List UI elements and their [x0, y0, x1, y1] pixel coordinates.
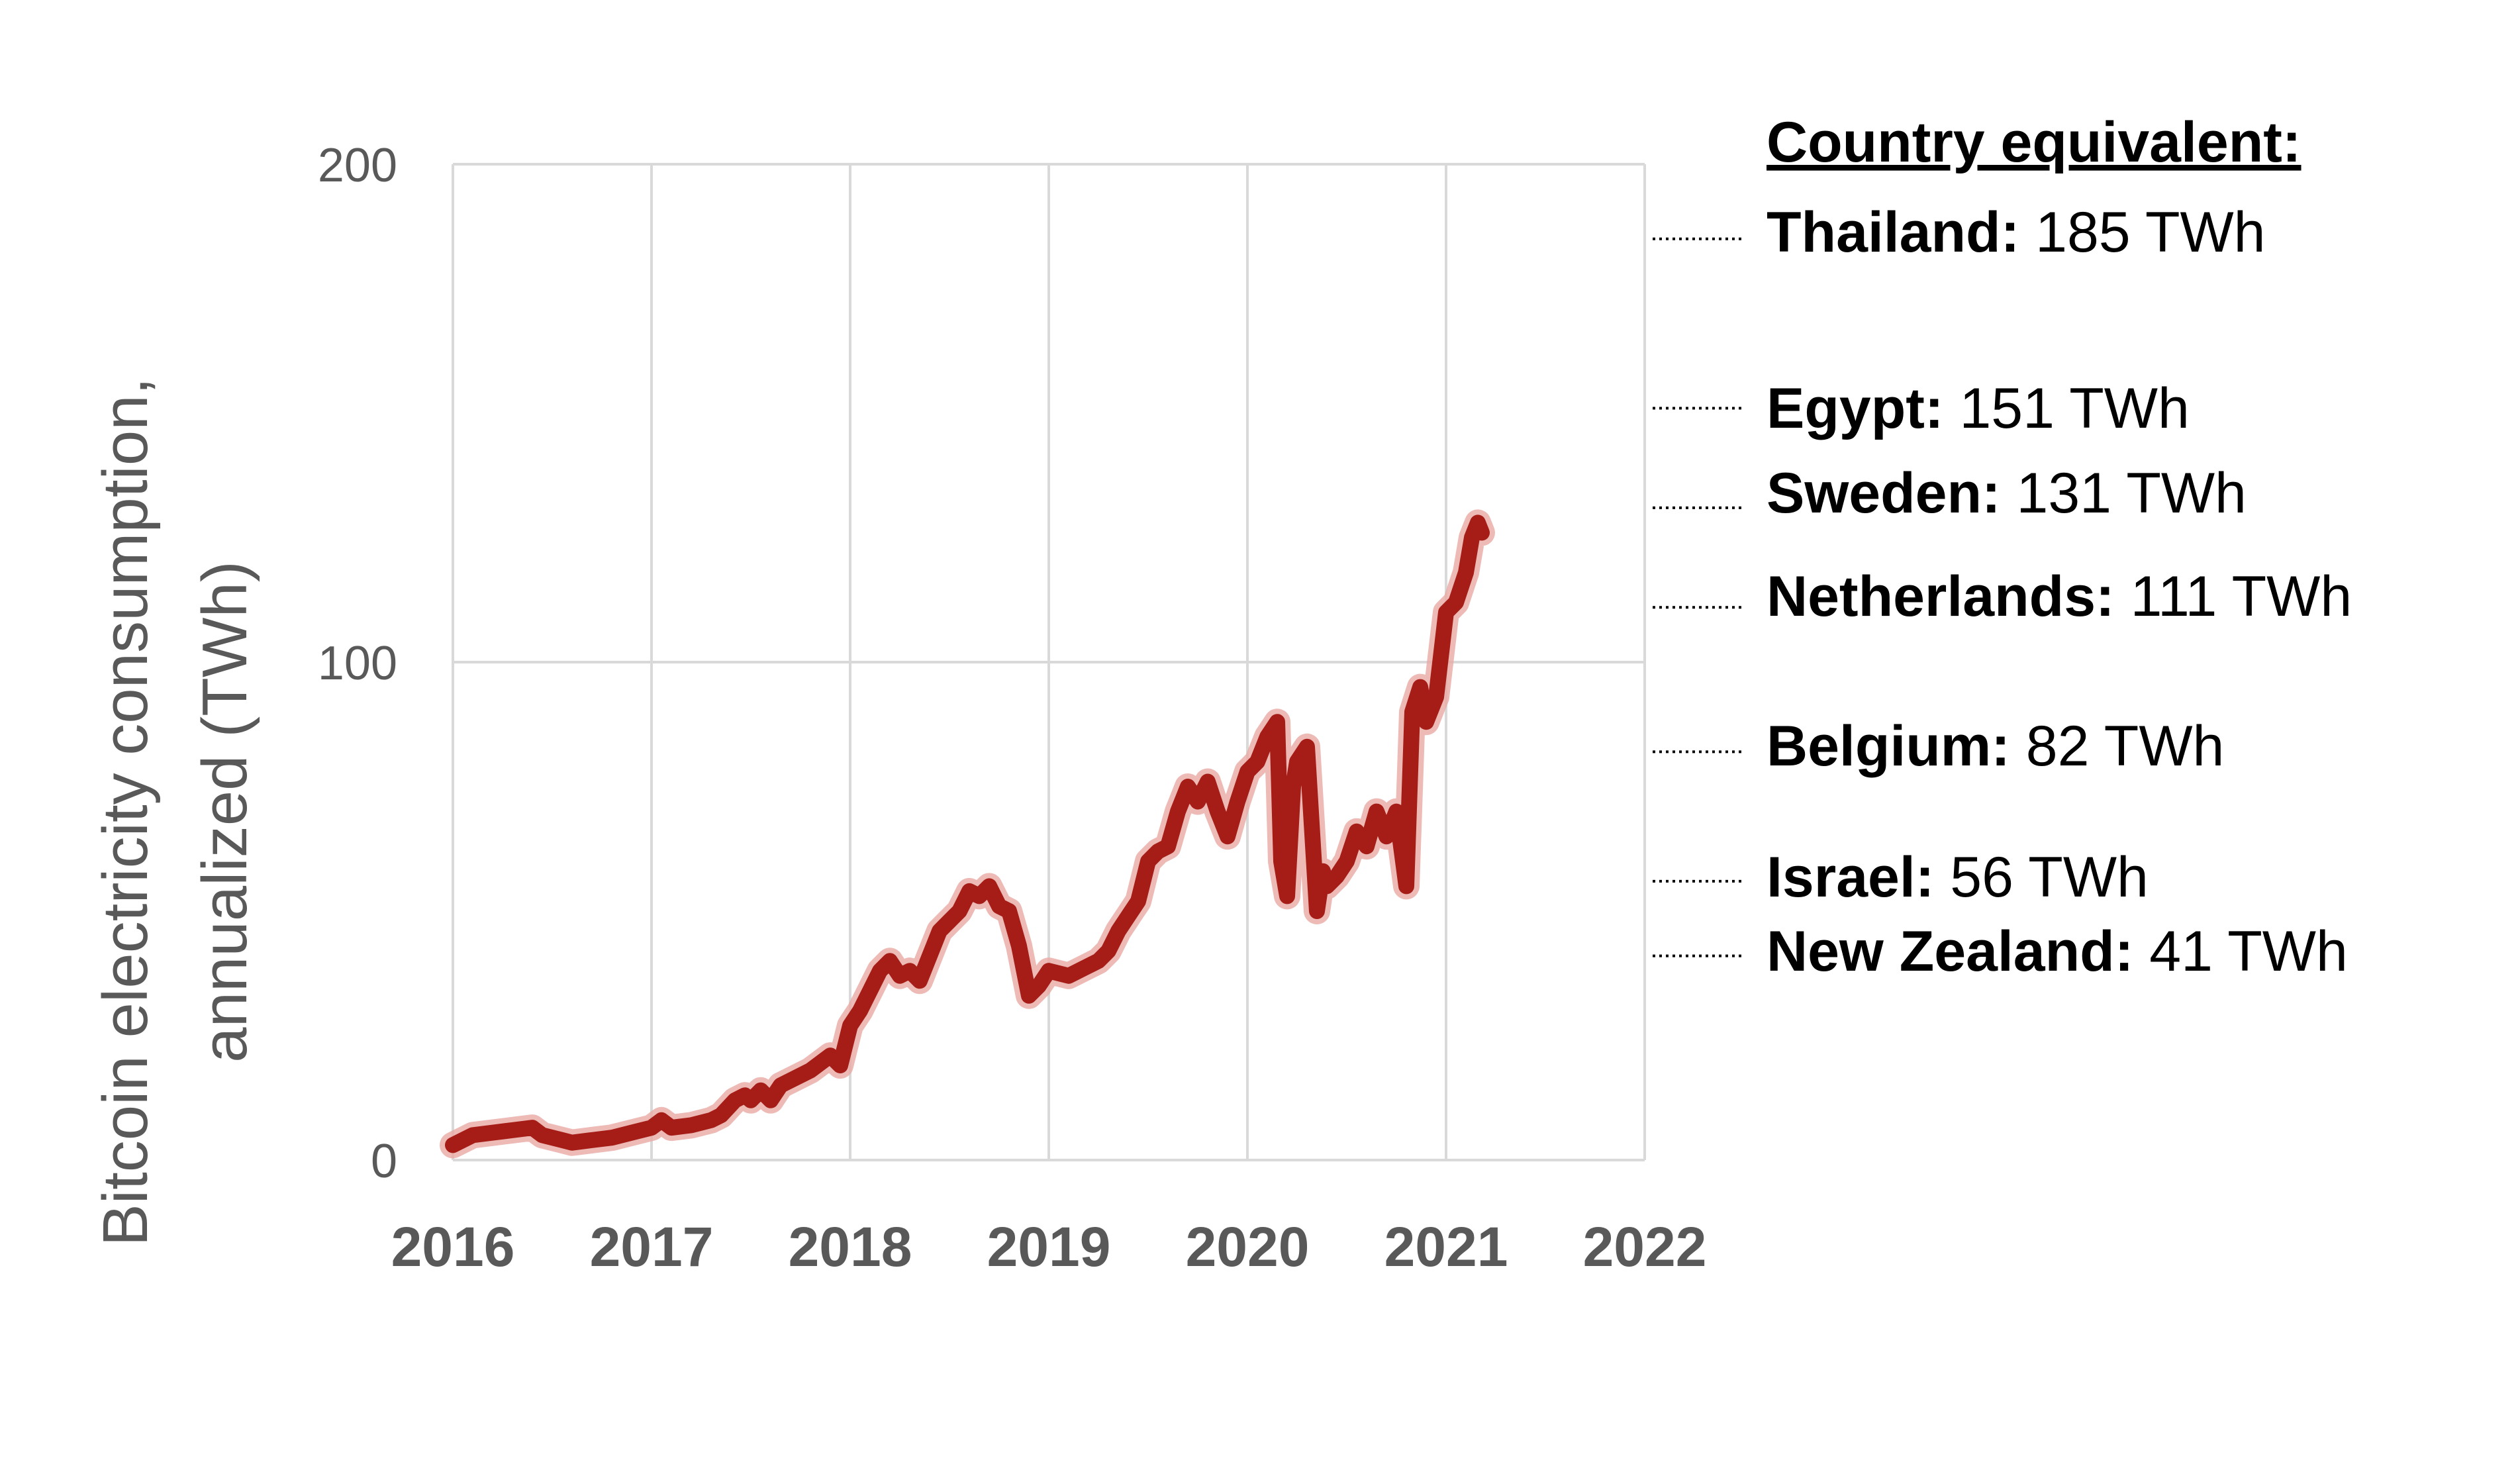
x-tick-label-2018: 2018	[789, 1216, 912, 1278]
reference-label-82: Belgium: 82 TWh	[1767, 714, 2224, 778]
series-group	[440, 509, 1495, 1159]
reference-value: 111 TWh	[2115, 565, 2352, 628]
legend-title: Country equivalent:	[1767, 111, 2302, 174]
y-axis-label: Bitcoin electricity consumption, annualiz…	[90, 377, 260, 1247]
reference-label-56: Israel: 56 TWh	[1767, 846, 2149, 909]
reference-country: Netherlands:	[1767, 565, 2115, 628]
x-tick-labels: 2016 2017 2018 2019 2020 2021 2022	[391, 1216, 1707, 1278]
reference-country: Israel:	[1767, 846, 1934, 909]
reference-label-111: Netherlands: 111 TWh	[1767, 565, 2352, 628]
y-axis-label-line-1: Bitcoin electricity consumption,	[90, 377, 161, 1247]
series-line-glow	[440, 509, 1495, 1159]
reference-label-41: New Zealand: 41 TWh	[1767, 920, 2348, 983]
series-line	[445, 514, 1490, 1153]
grid-lines	[452, 163, 1646, 1161]
reference-label-151: Egypt: 151 TWh	[1767, 377, 2190, 440]
x-tick-label-2017: 2017	[590, 1216, 714, 1278]
x-tick-label-2016: 2016	[391, 1216, 515, 1278]
reference-value: 151 TWh	[1944, 377, 2190, 440]
x-tick-label-2022: 2022	[1583, 1216, 1707, 1278]
reference-country: New Zealand:	[1767, 920, 2133, 983]
reference-value: 82 TWh	[2010, 714, 2224, 778]
reference-country: Thailand:	[1767, 201, 2019, 264]
reference-label-131: Sweden: 131 TWh	[1767, 462, 2247, 525]
x-tick-label-2019: 2019	[987, 1216, 1111, 1278]
country-reference-lines: Thailand: 185 TWh Egypt: 151 TWh Sweden: 1…	[1653, 201, 2352, 983]
reference-label-185: Thailand: 185 TWh	[1767, 201, 2265, 264]
reference-value: 56 TWh	[1934, 846, 2148, 909]
y-tick-labels: 0 100 200	[318, 139, 397, 1188]
x-tick-label-2021: 2021	[1384, 1216, 1508, 1278]
reference-value: 41 TWh	[2133, 920, 2347, 983]
reference-value: 185 TWh	[2019, 201, 2265, 264]
y-axis-label-line-2: annualized (TWh)	[189, 561, 260, 1063]
reference-value: 131 TWh	[2001, 462, 2247, 525]
reference-country: Egypt:	[1767, 377, 1944, 440]
y-tick-label-100: 100	[318, 637, 397, 690]
reference-country: Sweden:	[1767, 462, 2001, 525]
y-tick-label-200: 200	[318, 139, 397, 192]
y-axis-label-lines: Bitcoin electricity consumption, annualiz…	[90, 377, 260, 1247]
x-tick-label-2020: 2020	[1186, 1216, 1310, 1278]
y-tick-label-0: 0	[371, 1135, 397, 1188]
reference-country: Belgium:	[1767, 714, 2010, 778]
